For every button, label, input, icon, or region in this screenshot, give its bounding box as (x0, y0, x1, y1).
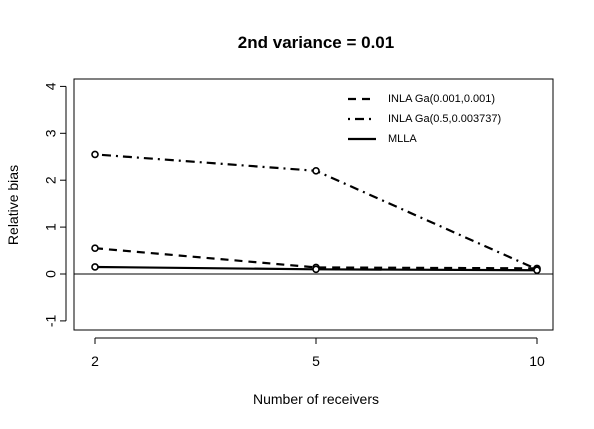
x-axis-label: Number of receivers (253, 391, 379, 407)
legend-label: INLA Ga(0.001,0.001) (388, 93, 495, 105)
y-tick-label: 3 (43, 129, 59, 137)
data-point (91, 263, 99, 271)
legend-label: INLA Ga(0.5,0.003737) (388, 113, 501, 125)
x-tick-label: 5 (312, 353, 320, 369)
chart-title: 2nd variance = 0.01 (238, 33, 394, 52)
legend: INLA Ga(0.001,0.001) INLA Ga(0.5,0.003737… (348, 93, 501, 145)
data-point (91, 244, 99, 253)
plot-frame (73, 78, 554, 331)
y-tick-label: 1 (43, 223, 59, 231)
y-tick-label: -1 (43, 314, 59, 327)
y-tick-label: 4 (43, 82, 59, 90)
y-tick-label: 2 (43, 176, 59, 184)
data-point (533, 266, 541, 275)
y-axis: -1 0 1 2 3 4 (43, 82, 67, 327)
series-dotdash (91, 150, 541, 274)
x-axis: 2 5 10 (91, 337, 545, 369)
data-point (312, 265, 320, 274)
y-tick-label: 0 (43, 270, 59, 278)
series-layer (91, 150, 541, 275)
series-solid (91, 263, 541, 275)
series-line (94, 247, 538, 270)
x-tick-label: 2 (91, 353, 99, 369)
y-axis-label: Relative bias (5, 165, 21, 245)
legend-label: MLLA (388, 133, 417, 145)
x-tick-label: 10 (529, 353, 545, 369)
data-point (312, 167, 320, 175)
data-point (91, 150, 99, 159)
